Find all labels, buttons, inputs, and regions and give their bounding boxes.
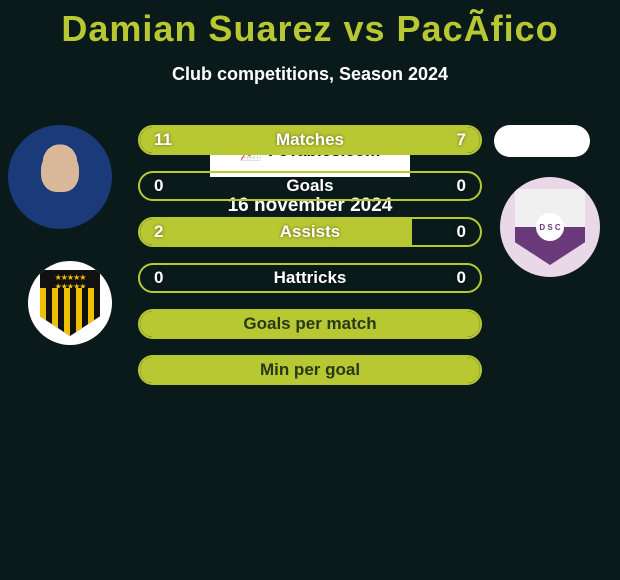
stat-value-left: 0: [154, 176, 194, 196]
stat-row: Min per goal: [138, 355, 482, 385]
stat-row: 2Assists0: [138, 217, 482, 247]
stat-label: Matches: [194, 130, 426, 150]
stat-label: Min per goal: [194, 360, 426, 380]
team2-badge: D S C: [500, 177, 600, 277]
stat-label: Goals: [194, 176, 426, 196]
page-subtitle: Club competitions, Season 2024: [0, 64, 620, 85]
stat-value-left: 11: [154, 130, 194, 150]
stat-row: 11Matches7: [138, 125, 482, 155]
badge-text-icon: D S C: [536, 213, 564, 241]
stat-value-left: 2: [154, 222, 194, 242]
stat-row: 0Goals0: [138, 171, 482, 201]
stat-value-right: 0: [426, 268, 466, 288]
stats-column: 11Matches70Goals02Assists00Hattricks0Goa…: [138, 125, 482, 401]
opponent-badge-small: [494, 125, 590, 157]
stat-label: Hattricks: [194, 268, 426, 288]
team1-badge: ★★★★★★★★★★: [28, 261, 112, 345]
stat-label: Goals per match: [194, 314, 426, 334]
stat-value-left: 0: [154, 268, 194, 288]
player-avatar: [8, 125, 112, 229]
shield-icon: D S C: [515, 189, 585, 265]
stat-row: Goals per match: [138, 309, 482, 339]
page-title: Damian Suarez vs PacÃ­fico: [0, 8, 620, 50]
stat-value-right: 7: [426, 130, 466, 150]
stat-value-right: 0: [426, 176, 466, 196]
stat-label: Assists: [194, 222, 426, 242]
shield-icon: ★★★★★★★★★★: [40, 270, 100, 336]
stat-row: 0Hattricks0: [138, 263, 482, 293]
stat-value-right: 0: [426, 222, 466, 242]
